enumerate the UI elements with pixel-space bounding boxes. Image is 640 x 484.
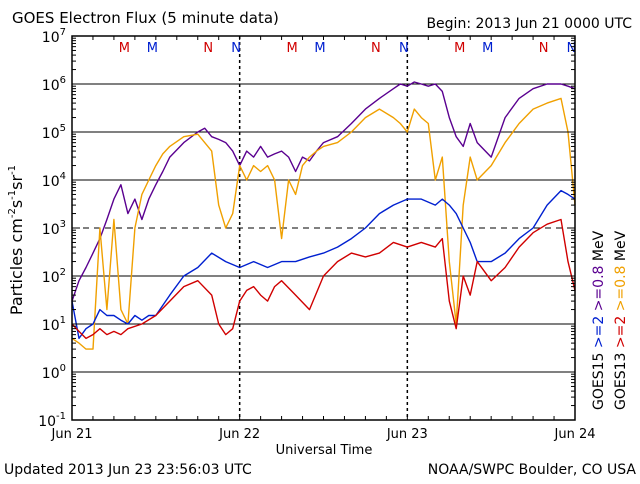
legend-token: GOES15 (591, 353, 607, 410)
series-layer (71, 81, 576, 350)
series-line (71, 81, 576, 302)
mn-marker-label: M (119, 41, 130, 56)
series-line (71, 189, 576, 340)
legend-token: MeV (613, 230, 629, 265)
footer-credit: NOAA/SWPC Boulder, CO USA (428, 462, 637, 478)
y-label-exp2: -1 (7, 190, 18, 200)
legend-token: MeV (591, 230, 607, 265)
y-tick-label: 106 (42, 75, 66, 94)
legend-token: >=0.8 (591, 266, 607, 316)
series-line (71, 218, 576, 340)
grid-layer (72, 36, 575, 420)
legend-token: GOES13 (613, 353, 629, 410)
y-tick-label: 101 (42, 315, 66, 334)
mn-marker-label: N (539, 41, 549, 56)
y-tick-label: 105 (42, 123, 66, 142)
x-axis-label: Universal Time (276, 443, 373, 458)
y-tick-label: 103 (42, 219, 66, 238)
mn-marker-label: M (454, 41, 465, 56)
series-line (71, 97, 576, 350)
mn-marker-label: N (399, 41, 409, 56)
mn-marker-label: N (203, 41, 213, 56)
chart-title: GOES Electron Flux (5 minute data) (12, 9, 279, 27)
legend-token: >=2 (613, 316, 629, 353)
x-tick-label: Jun 24 (554, 427, 596, 442)
axis-layer: 10-1 100 101 102 103 104 105 106 107 Jun 21 Jun 22… (38, 27, 595, 442)
y-tick-label: 102 (42, 267, 66, 286)
mn-marker-label: M (314, 41, 325, 56)
y-tick-label: 10-1 (38, 411, 66, 430)
legend-token: >=2 (591, 316, 607, 353)
plot-frame (71, 35, 576, 421)
x-tick-label: Jun 23 (386, 427, 428, 442)
y-label-exp1: -2 (7, 208, 18, 218)
y-label-base: Particles cm (7, 218, 26, 315)
y-label-exp3: -1 (7, 165, 18, 175)
y-axis-label: Particles cm-2s-1sr-1 (7, 165, 26, 315)
legend-entry: GOES13 >=2 >=0.8 MeV (613, 230, 629, 410)
mn-marker-label: M (286, 41, 297, 56)
y-label-sr: sr (7, 175, 26, 190)
y-tick-label: 104 (42, 171, 66, 190)
mn-marker-label: M (147, 41, 158, 56)
y-tick-label: 100 (42, 363, 66, 382)
y-tick-label: 107 (42, 27, 66, 46)
x-tick-label: Jun 21 (51, 427, 93, 442)
mn-marker-label: M (482, 41, 493, 56)
mn-marker-label: N (371, 41, 381, 56)
footer-updated: Updated 2013 Jun 23 23:56:03 UTC (4, 462, 252, 478)
legend-token: >=0.8 (613, 266, 629, 316)
mn-marker-label: N (567, 41, 577, 56)
legend-entry: GOES15 >=2 >=0.8 MeV (591, 230, 607, 410)
y-label-s: s (7, 200, 26, 208)
begin-label: Begin: 2013 Jun 21 0000 UTC (426, 16, 632, 32)
x-tick-label: Jun 22 (218, 427, 260, 442)
mn-marker-label: N (231, 41, 241, 56)
